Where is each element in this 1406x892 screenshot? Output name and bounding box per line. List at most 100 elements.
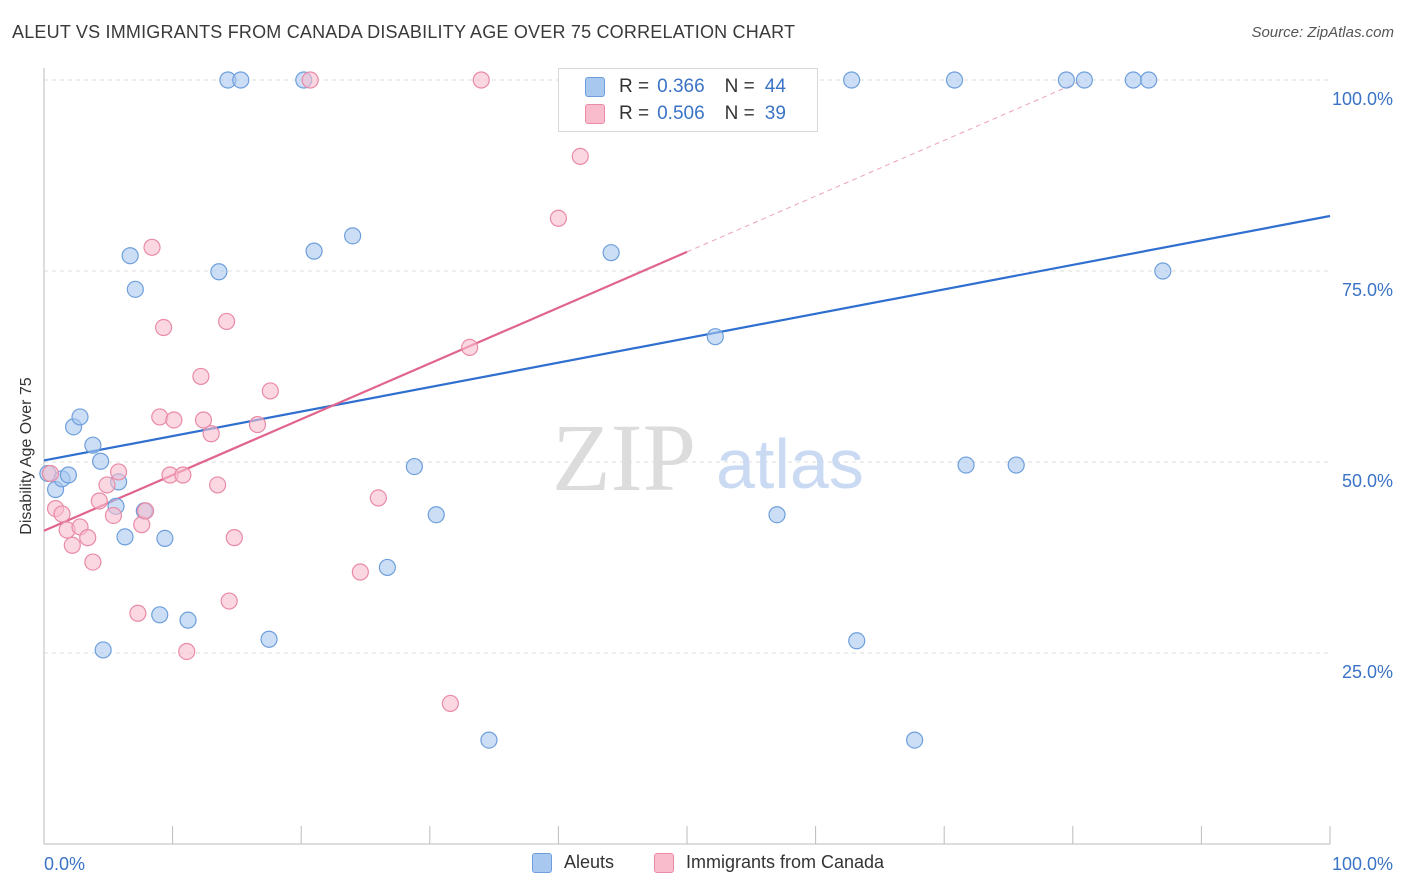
canada-point — [441, 694, 459, 713]
aleuts-point — [94, 641, 112, 659]
aleuts-point — [480, 731, 498, 749]
tick-labels: 25.0% 50.0% 75.0% 100.0% 0.0% 100.0% — [44, 89, 1393, 874]
watermark: ZIP atlas — [552, 404, 864, 511]
canada-trend-line — [43, 250, 688, 532]
bottom-legend-swatch-canada — [654, 852, 674, 873]
canada-point — [351, 563, 369, 581]
aleuts-point — [1154, 262, 1172, 280]
canada-point — [472, 71, 490, 89]
aleuts-point — [59, 466, 78, 484]
canada-point — [151, 408, 169, 426]
canada-point — [220, 592, 238, 610]
legend-r-label: R = — [619, 103, 650, 124]
canada-point — [194, 411, 213, 429]
canada-point — [261, 382, 279, 400]
canada-point — [225, 529, 243, 547]
legend-row-canada: R = 0.506 N = 39 — [585, 100, 786, 128]
aleuts-point — [126, 280, 144, 298]
canada-point — [63, 536, 81, 554]
aleuts-point — [427, 506, 445, 524]
aleuts-point — [121, 247, 139, 265]
aleuts-point — [1057, 71, 1075, 89]
legend-swatch-aleuts — [585, 77, 605, 97]
legend-r-value: 0.506 — [657, 103, 705, 124]
legend-r-label: R = — [619, 76, 650, 97]
aleuts-point — [906, 731, 924, 749]
canada-point — [98, 476, 116, 494]
aleuts-point — [1075, 71, 1093, 89]
canada-point — [129, 604, 147, 622]
canada-point — [174, 466, 192, 484]
legend-n-value: 39 — [764, 103, 786, 124]
aleuts-point — [768, 506, 786, 524]
canada-point — [549, 209, 568, 227]
source-label: Source: ZipAtlas.com — [1251, 24, 1394, 41]
canada-point — [209, 476, 227, 494]
y-axis-label: Disability Age Over 75 — [18, 377, 35, 535]
aleuts-point — [151, 606, 169, 624]
canada-point — [143, 238, 161, 256]
scatter-points — [39, 71, 1172, 749]
aleuts-point — [706, 328, 724, 346]
y-tick-label: 50.0% — [1342, 471, 1393, 491]
canada-point — [165, 411, 183, 429]
bottom-legend-swatch-aleuts — [532, 852, 552, 873]
canada-point — [248, 415, 267, 434]
legend-r-value: 0.366 — [657, 76, 705, 97]
bottom-legend-aleuts: Aleuts — [532, 852, 614, 873]
canada-point — [154, 318, 173, 337]
aleuts-point — [210, 263, 228, 281]
canada-point — [178, 642, 196, 661]
y-tick-label: 75.0% — [1342, 280, 1393, 300]
aleuts-point — [84, 436, 102, 454]
aleuts-point — [602, 244, 620, 262]
bottom-legend-label: Immigrants from Canada — [686, 852, 885, 872]
canada-point — [79, 529, 97, 547]
aleuts-point — [179, 611, 197, 629]
canada-trend-extension — [686, 79, 1084, 253]
canada-point — [192, 367, 210, 386]
legend-row-aleuts: R = 0.366 N = 44 — [585, 73, 786, 101]
aleuts-point — [305, 242, 323, 260]
legend-n-label: N = — [724, 103, 755, 124]
aleuts-point — [1140, 71, 1158, 89]
aleuts-point — [71, 408, 89, 426]
canada-point — [218, 312, 236, 331]
aleuts-point — [260, 630, 278, 648]
bottom-legend-label: Aleuts — [564, 852, 615, 872]
canada-point — [571, 147, 589, 165]
chart-title: ALEUT VS IMMIGRANTS FROM CANADA DISABILI… — [12, 22, 796, 42]
legend-swatch-canada — [585, 104, 605, 124]
aleuts-point — [378, 558, 396, 577]
canada-point — [104, 506, 123, 525]
canada-point — [53, 505, 71, 523]
y-tick-label: 100.0% — [1332, 89, 1393, 109]
y-tick-label: 25.0% — [1342, 662, 1393, 682]
aleuts-point — [1007, 456, 1025, 474]
aleuts-point — [232, 71, 250, 89]
canada-point — [109, 463, 128, 481]
aleuts-point — [843, 71, 861, 89]
x-tick-label: 100.0% — [1332, 854, 1393, 874]
canada-point — [202, 425, 220, 443]
canada-point — [84, 553, 102, 571]
watermark-zip: ZIP — [552, 404, 696, 511]
aleuts-point — [957, 456, 975, 474]
watermark-atlas: atlas — [716, 425, 864, 503]
canada-point — [301, 71, 319, 89]
aleuts-point — [91, 452, 110, 470]
grid-lines — [44, 79, 1330, 654]
aleuts-point — [156, 529, 174, 548]
canada-point — [41, 464, 60, 483]
aleuts-point — [1124, 71, 1142, 89]
x-tick-label: 0.0% — [44, 854, 85, 874]
legend-n-label: N = — [724, 76, 755, 97]
canada-point — [136, 502, 155, 520]
canada-point — [90, 492, 108, 510]
axes — [43, 68, 1331, 845]
canada-point — [369, 489, 387, 507]
legend-box: R = 0.366 N = 44 R = 0.506 N = 39 — [558, 68, 818, 132]
legend-n-value: 44 — [764, 76, 786, 97]
canada-point — [461, 338, 479, 356]
